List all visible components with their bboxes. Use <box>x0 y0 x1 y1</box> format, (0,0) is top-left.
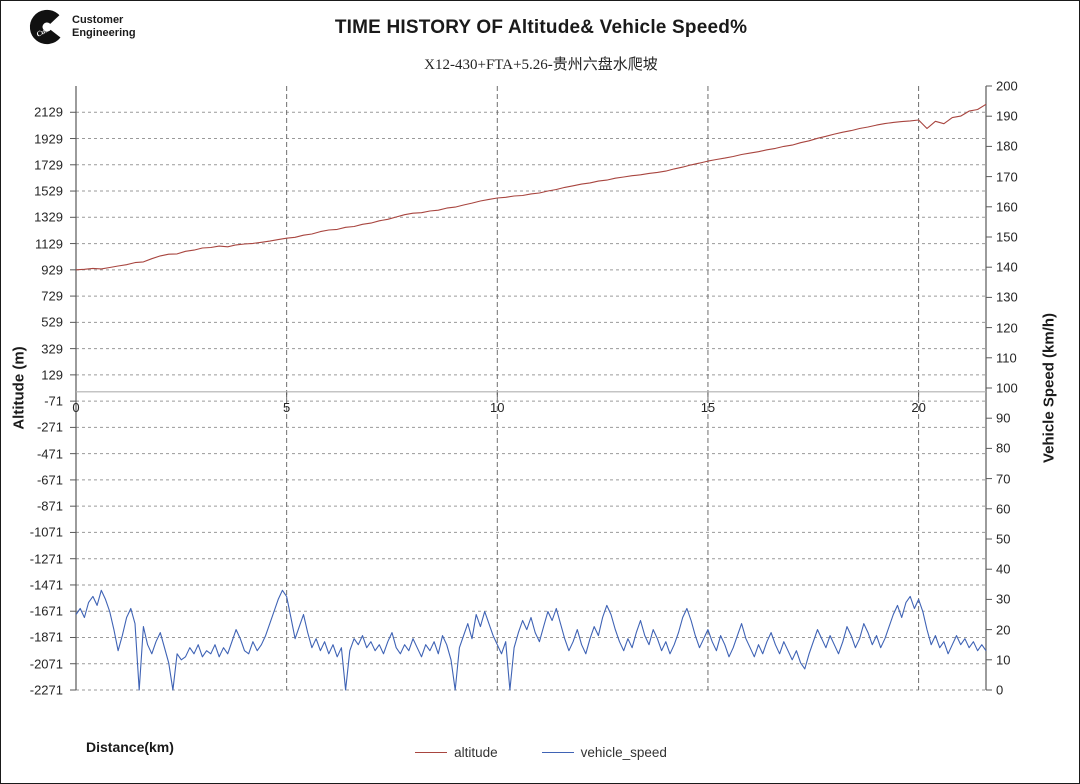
left-axis-title: Altitude (m) <box>10 346 28 430</box>
y-left-tick-label: -1071 <box>29 524 63 540</box>
y-right-tick-label: 110 <box>996 350 1017 366</box>
vehicle_speed-series-line <box>75 589 987 691</box>
x-axis-caption: Distance(km) <box>86 739 174 755</box>
y-right-tick-label: 200 <box>996 78 1018 94</box>
y-left-tick-label: 729 <box>41 288 63 304</box>
y-right-tick-label: 170 <box>996 169 1018 185</box>
brand-text-line1: Customer <box>72 14 124 26</box>
x-tick-label: 20 <box>911 400 926 415</box>
altitude-series-line <box>75 103 987 271</box>
y-right-tick-label: 90 <box>996 410 1011 426</box>
y-left-tick-label: -2271 <box>29 682 63 698</box>
legend-item-vehicle-speed: vehicle_speed <box>541 745 667 760</box>
y-right-tick-label: 100 <box>996 380 1018 396</box>
y-left-tick-label: 1529 <box>34 183 63 199</box>
brand-text: Customer Engineering <box>72 14 136 40</box>
y-right-tick-label: 140 <box>996 259 1018 275</box>
y-left-tick-label: -1471 <box>29 577 63 593</box>
x-tick-label: 0 <box>72 400 80 415</box>
y-left-tick-label: 1129 <box>35 236 63 252</box>
y-left-tick-label: -1271 <box>29 551 63 567</box>
y-right-tick-label: 10 <box>996 652 1011 668</box>
brand-logo: Cummins Customer Engineering <box>29 9 136 45</box>
y-left-tick-label: -471 <box>36 446 63 462</box>
y-right-tick-label: 20 <box>996 622 1011 638</box>
y-right-tick-label: 160 <box>996 199 1018 215</box>
legend-item-altitude: altitude <box>415 745 498 760</box>
chart-subtitle: X12-430+FTA+5.26-贵州六盘水爬坡 <box>424 57 658 73</box>
y-left-tick-label: 129 <box>41 367 63 383</box>
vehicle-speed-line-swatch <box>541 752 574 753</box>
y-left-tick-label: 1929 <box>34 131 63 147</box>
y-right-tick-label: 80 <box>996 440 1011 456</box>
legend-label-vehicle-speed: vehicle_speed <box>580 745 667 760</box>
altitude-line-swatch <box>415 752 448 753</box>
y-left-tick-label: 929 <box>41 262 63 278</box>
x-tick-label: 10 <box>490 400 505 415</box>
y-left-tick-label: -871 <box>36 498 63 514</box>
y-right-tick-label: 60 <box>996 501 1011 517</box>
legend: altitude vehicle_speed <box>1 745 1079 760</box>
y-left-tick-label: -271 <box>36 419 63 435</box>
brand-text-line2: Engineering <box>72 27 136 39</box>
chart-title: TIME HISTORY OF Altitude& Vehicle Speed% <box>334 17 748 38</box>
y-right-tick-label: 130 <box>996 289 1018 305</box>
y-right-tick-label: 0 <box>996 682 1004 698</box>
y-right-tick-label: 40 <box>996 561 1011 577</box>
y-left-tick-label: -671 <box>36 472 63 488</box>
y-left-tick-label: 529 <box>41 314 63 330</box>
y-right-tick-label: 50 <box>996 531 1011 547</box>
y-right-tick-label: 190 <box>996 108 1018 124</box>
y-left-tick-label: 329 <box>41 341 63 357</box>
cummins-c-icon: Cummins <box>29 9 65 45</box>
y-right-tick-label: 30 <box>996 591 1011 607</box>
y-right-tick-label: 70 <box>996 471 1011 487</box>
x-tick-label: 15 <box>700 400 716 415</box>
legend-label-altitude: altitude <box>454 745 498 760</box>
x-tick-label: 5 <box>283 400 291 415</box>
y-left-tick-label: -71 <box>44 393 63 409</box>
y-left-tick-label: -2071 <box>29 656 63 672</box>
y-right-tick-label: 120 <box>996 320 1018 336</box>
y-left-tick-label: 2129 <box>34 104 63 120</box>
y-left-tick-label: 1329 <box>34 209 63 225</box>
y-left-tick-label: -1671 <box>29 603 63 619</box>
y-left-tick-label: -1871 <box>29 629 63 645</box>
y-left-tick-label: 1729 <box>34 157 63 173</box>
y-right-tick-label: 150 <box>996 229 1018 245</box>
y-right-tick-label: 180 <box>996 138 1018 154</box>
plot-area <box>70 85 992 691</box>
